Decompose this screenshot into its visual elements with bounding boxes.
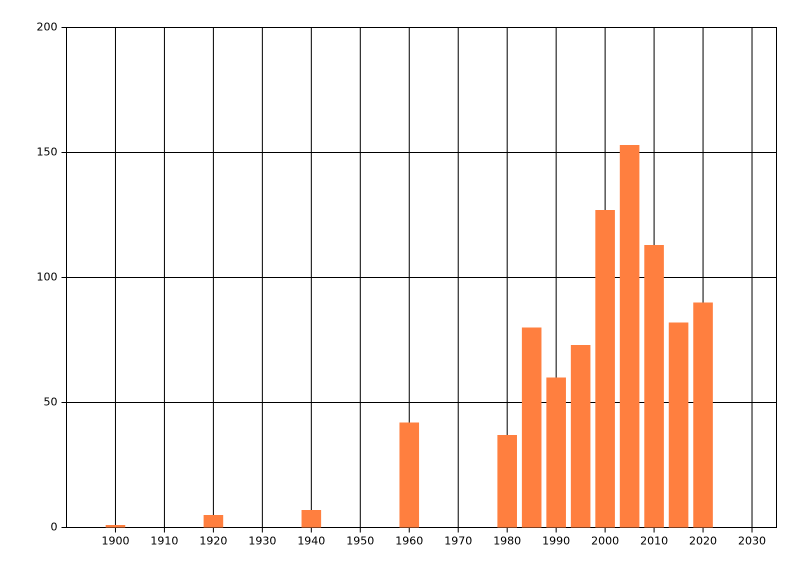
x-tick-label: 2000 (591, 535, 619, 548)
bar (570, 345, 591, 528)
bar (644, 245, 664, 528)
x-tick-label: 1940 (297, 535, 325, 548)
x-tick-label: 1920 (199, 535, 227, 548)
x-tick-label: 1990 (542, 535, 570, 548)
bar (301, 510, 322, 528)
bar (693, 302, 713, 528)
x-tick-label: 1900 (101, 535, 129, 548)
bar (595, 210, 615, 528)
bar (399, 422, 420, 528)
x-tick-label: 2020 (689, 535, 717, 548)
bar (546, 377, 566, 528)
bar (105, 525, 126, 528)
x-tick-label: 1910 (150, 535, 178, 548)
x-tick-label: 2030 (738, 535, 766, 548)
bar (497, 435, 517, 528)
bar (619, 145, 640, 528)
bar (203, 515, 224, 528)
x-tick-label: 1970 (444, 535, 472, 548)
bar (521, 327, 542, 528)
x-tick-label: 1930 (248, 535, 276, 548)
x-tick-label: 1950 (346, 535, 374, 548)
y-tick-label: 0 (51, 521, 58, 534)
y-tick-label: 150 (37, 146, 58, 159)
y-tick-label: 50 (44, 396, 58, 409)
bar (668, 322, 689, 528)
x-tick-label: 1960 (395, 535, 423, 548)
y-tick-label: 100 (37, 271, 58, 284)
y-tick-label: 200 (37, 21, 58, 34)
x-tick-label: 1980 (493, 535, 521, 548)
x-tick-label: 2010 (640, 535, 668, 548)
